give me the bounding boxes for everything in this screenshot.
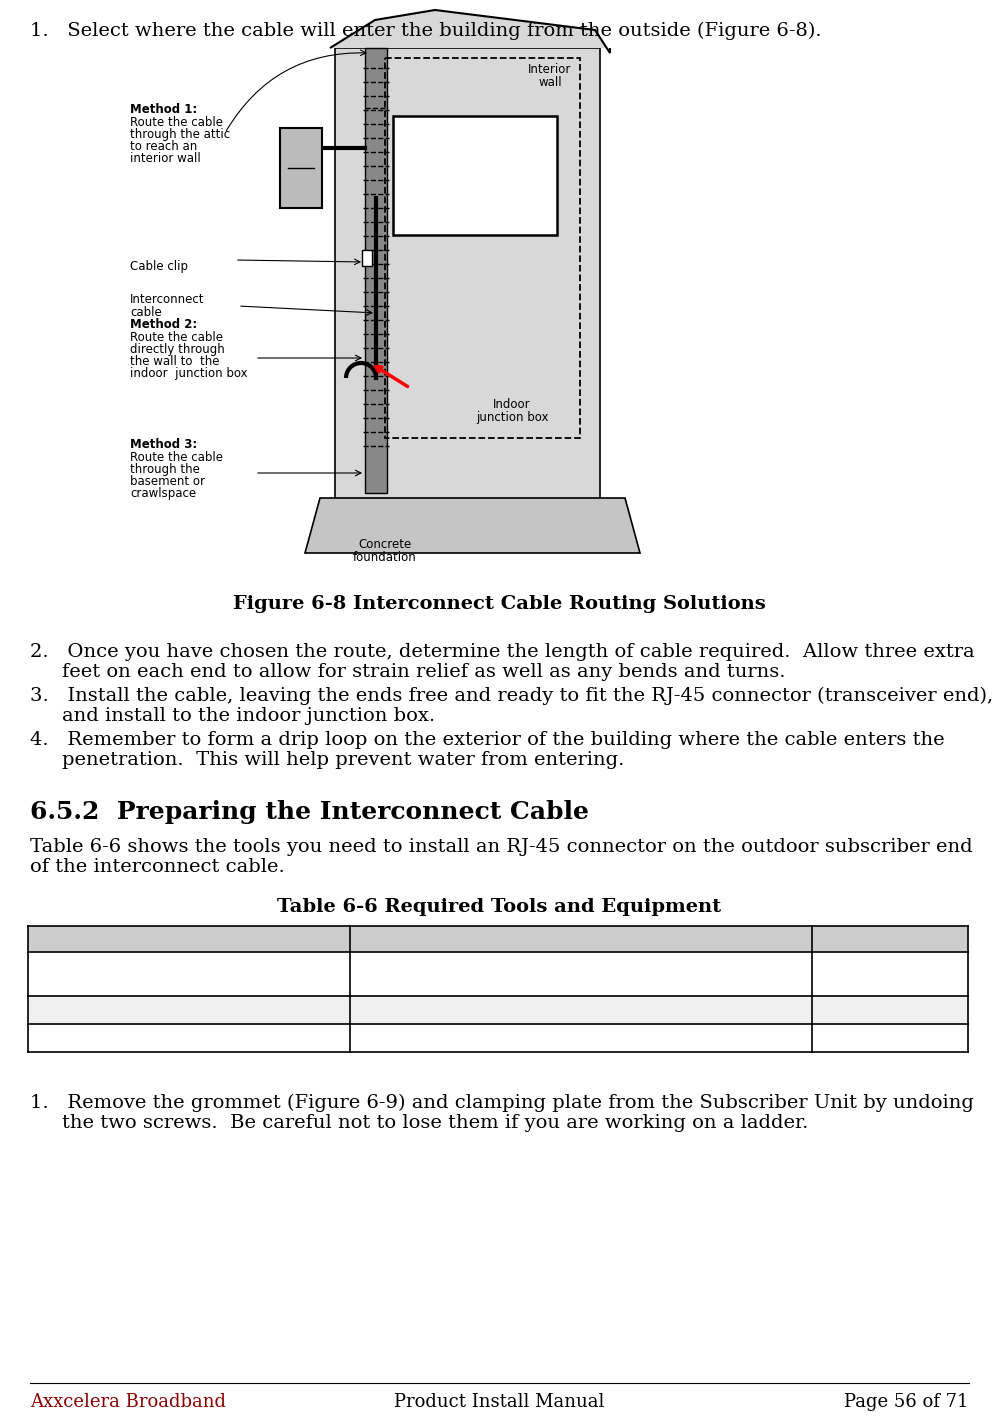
Text: 1.   Select where the cable will enter the building from the outside (Figure 6-8: 1. Select where the cable will enter the… — [30, 23, 821, 40]
Text: wall: wall — [538, 77, 561, 89]
Polygon shape — [335, 48, 600, 518]
Polygon shape — [330, 10, 610, 53]
Text: 1: 1 — [817, 956, 828, 975]
Text: NOTE - Add a: NOTE - Add a — [429, 128, 521, 140]
Text: penetration to: penetration to — [425, 162, 525, 175]
Text: the wall to  the: the wall to the — [130, 355, 220, 368]
Text: the two screws.  Be careful not to lose them if you are working on a ladder.: the two screws. Be careful not to lose t… — [62, 1114, 808, 1132]
Text: Crimping tool (specific to RJ-45: Crimping tool (specific to RJ-45 — [33, 956, 321, 975]
Text: Method 2:: Method 2: — [130, 318, 197, 331]
Text: crawlspace: crawlspace — [130, 487, 196, 499]
Text: Product Install Manual: Product Install Manual — [394, 1393, 604, 1410]
Bar — [365, 48, 387, 492]
Text: drip loop at wall: drip loop at wall — [419, 145, 531, 158]
Text: Indoor: Indoor — [494, 397, 530, 412]
Text: Wire stripper: Wire stripper — [33, 1003, 155, 1022]
Text: Interconnect: Interconnect — [130, 292, 205, 307]
Text: used): used) — [33, 973, 83, 990]
Text: foundation: foundation — [353, 551, 417, 563]
Text: RJ-45 connector (metal bodied): RJ-45 connector (metal bodied) — [355, 956, 641, 975]
Text: prevent water: prevent water — [426, 179, 524, 192]
Text: and install to the indoor junction box.: and install to the indoor junction box. — [62, 707, 436, 725]
Bar — [362, 250, 372, 265]
Text: Interior: Interior — [528, 62, 571, 77]
Text: Cable clip: Cable clip — [130, 260, 188, 272]
Text: Tools: Tools — [33, 931, 85, 949]
Text: Route the cable: Route the cable — [130, 451, 223, 464]
Text: through the attic: through the attic — [130, 128, 230, 140]
Text: 1.   Remove the grommet (Figure 6-9) and clamping plate from the Subscriber Unit: 1. Remove the grommet (Figure 6-9) and c… — [30, 1094, 974, 1112]
Text: Page 56 of 71: Page 56 of 71 — [844, 1393, 969, 1410]
Bar — [280, 128, 322, 209]
Text: Table 6-6 shows the tools you need to install an RJ-45 connector on the outdoor : Table 6-6 shows the tools you need to in… — [30, 839, 973, 856]
Text: Axxcelera Broadband: Axxcelera Broadband — [30, 1393, 226, 1410]
Text: 2.   Once you have chosen the route, determine the length of cable required.  Al: 2. Once you have chosen the route, deter… — [30, 643, 975, 661]
Text: 3.   Install the cable, leaving the ends free and ready to fit the RJ-45 connect: 3. Install the cable, leaving the ends f… — [30, 687, 993, 705]
Bar — [28, 952, 968, 996]
Text: 4.   Remember to form a drip loop on the exterior of the building where the cabl: 4. Remember to form a drip loop on the e… — [30, 731, 945, 749]
Text: through the: through the — [130, 463, 200, 475]
Text: Method 3:: Method 3: — [130, 438, 197, 451]
Text: 6.5.2  Preparing the Interconnect Cable: 6.5.2 Preparing the Interconnect Cable — [30, 800, 589, 824]
Text: Table 6-6 Required Tools and Equipment: Table 6-6 Required Tools and Equipment — [277, 898, 721, 917]
Text: Concrete: Concrete — [359, 538, 412, 551]
Text: indoor  junction box: indoor junction box — [130, 368, 248, 380]
Polygon shape — [305, 498, 640, 553]
Text: interior wall: interior wall — [130, 152, 201, 165]
Text: Route the cable: Route the cable — [130, 116, 223, 129]
Text: from entering: from entering — [427, 196, 523, 209]
Bar — [28, 996, 968, 1025]
Text: feet on each end to allow for strain relief as well as any bends and turns.: feet on each end to allow for strain rel… — [62, 663, 785, 681]
Bar — [28, 1025, 968, 1051]
FancyBboxPatch shape — [393, 116, 557, 236]
Text: penetration.  This will help prevent water from entering.: penetration. This will help prevent wate… — [62, 751, 624, 769]
Text: Small wire cutters: Small wire cutters — [33, 1032, 202, 1049]
Text: to reach an: to reach an — [130, 140, 197, 153]
Text: Quantity: Quantity — [817, 931, 904, 949]
Text: basement or: basement or — [130, 475, 205, 488]
Text: Equipment: Equipment — [355, 931, 466, 949]
Text: directly through: directly through — [130, 343, 225, 356]
Polygon shape — [330, 10, 610, 53]
Text: Method 1:: Method 1: — [130, 104, 197, 116]
Text: Figure 6-8 Interconnect Cable Routing Solutions: Figure 6-8 Interconnect Cable Routing So… — [233, 595, 765, 613]
Bar — [28, 927, 968, 952]
Text: of the interconnect cable.: of the interconnect cable. — [30, 858, 285, 876]
Text: Route the cable: Route the cable — [130, 331, 223, 343]
Text: cable: cable — [130, 307, 162, 319]
Text: junction box: junction box — [476, 412, 548, 424]
